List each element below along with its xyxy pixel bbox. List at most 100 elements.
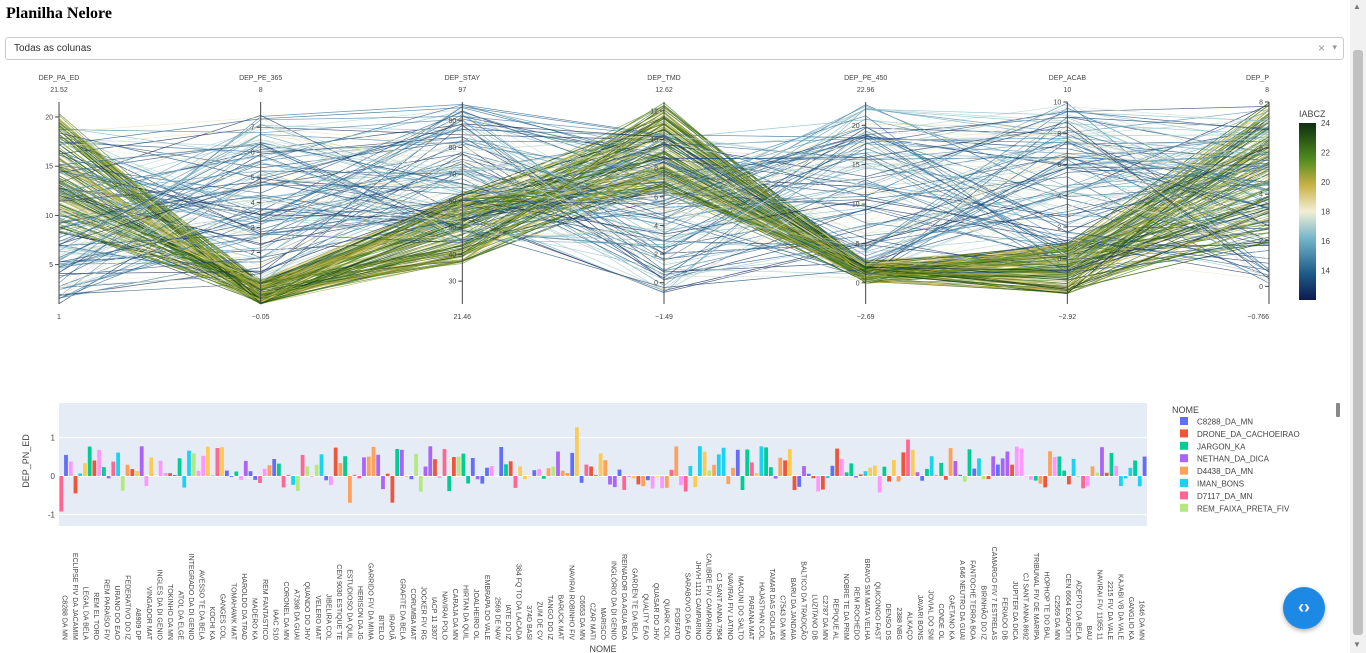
bar[interactable] bbox=[319, 454, 324, 477]
bar[interactable] bbox=[83, 463, 87, 477]
bar[interactable] bbox=[1000, 458, 1005, 476]
bar[interactable] bbox=[305, 466, 310, 477]
bar[interactable] bbox=[646, 476, 650, 481]
bar[interactable] bbox=[452, 457, 456, 477]
bar[interactable] bbox=[556, 451, 560, 477]
bar[interactable] bbox=[163, 473, 168, 477]
bar[interactable] bbox=[68, 461, 73, 477]
bar[interactable] bbox=[1137, 476, 1142, 487]
bar[interactable] bbox=[906, 439, 910, 477]
bar[interactable] bbox=[811, 476, 816, 479]
bar[interactable] bbox=[385, 473, 390, 477]
bar[interactable] bbox=[172, 475, 177, 476]
bar[interactable] bbox=[773, 476, 778, 479]
bar[interactable] bbox=[716, 454, 721, 476]
bar[interactable] bbox=[120, 476, 125, 491]
bar[interactable] bbox=[314, 464, 319, 477]
bar[interactable] bbox=[395, 449, 400, 476]
bar[interactable] bbox=[617, 469, 622, 476]
bar[interactable] bbox=[191, 453, 196, 476]
bar[interactable] bbox=[1010, 464, 1014, 476]
bar[interactable] bbox=[759, 446, 764, 476]
bar[interactable] bbox=[929, 456, 934, 476]
bar[interactable] bbox=[329, 476, 333, 486]
bar[interactable] bbox=[546, 468, 551, 477]
bar[interactable] bbox=[698, 446, 702, 476]
bar[interactable] bbox=[892, 460, 896, 476]
page-scrollbar-thumb[interactable] bbox=[1353, 50, 1363, 635]
bar[interactable] bbox=[721, 447, 726, 476]
bar[interactable] bbox=[518, 466, 523, 476]
bar[interactable] bbox=[560, 470, 565, 476]
bar[interactable] bbox=[882, 466, 887, 476]
bar[interactable] bbox=[116, 452, 120, 476]
bar[interactable] bbox=[220, 447, 224, 476]
bar[interactable] bbox=[593, 475, 598, 476]
legend-item-label[interactable]: D4438_DA_MN bbox=[1197, 467, 1253, 476]
bar[interactable] bbox=[295, 476, 300, 491]
bar[interactable] bbox=[324, 476, 329, 481]
bar[interactable] bbox=[59, 476, 64, 512]
bar[interactable] bbox=[1048, 451, 1052, 477]
bar[interactable] bbox=[579, 476, 584, 483]
bar[interactable] bbox=[1038, 476, 1043, 484]
bar[interactable] bbox=[977, 458, 981, 477]
bar[interactable] bbox=[277, 463, 281, 477]
legend-item-label[interactable]: C8288_DA_MN bbox=[1197, 418, 1253, 427]
bar[interactable] bbox=[986, 476, 991, 480]
code-brackets-icon[interactable]: ‹› bbox=[1283, 587, 1325, 629]
bar[interactable] bbox=[877, 476, 882, 493]
legend-swatch[interactable] bbox=[1180, 417, 1188, 425]
bar[interactable] bbox=[754, 473, 759, 477]
bar[interactable] bbox=[310, 476, 314, 477]
bar[interactable] bbox=[958, 474, 962, 476]
legend-swatch[interactable] bbox=[1180, 479, 1188, 487]
bar[interactable] bbox=[868, 467, 873, 476]
bar[interactable] bbox=[262, 468, 267, 477]
bar[interactable] bbox=[750, 462, 754, 476]
legend-swatch[interactable] bbox=[1180, 503, 1188, 512]
bar[interactable] bbox=[896, 476, 901, 482]
bar[interactable] bbox=[475, 476, 480, 480]
bar[interactable] bbox=[1142, 456, 1147, 476]
bar[interactable] bbox=[428, 446, 433, 476]
bar[interactable] bbox=[806, 473, 811, 476]
scroll-up-arrow-icon[interactable]: ▲ bbox=[1353, 2, 1361, 11]
bar[interactable] bbox=[1005, 451, 1010, 477]
bar[interactable] bbox=[229, 476, 234, 477]
bar[interactable] bbox=[1057, 456, 1062, 477]
bar[interactable] bbox=[787, 449, 792, 477]
bar[interactable] bbox=[177, 458, 182, 476]
bar[interactable] bbox=[64, 454, 68, 476]
bar[interactable] bbox=[376, 454, 381, 476]
bar[interactable] bbox=[854, 476, 858, 478]
bar[interactable] bbox=[650, 476, 655, 489]
bar[interactable] bbox=[631, 476, 636, 479]
bar[interactable] bbox=[130, 469, 135, 477]
bar[interactable] bbox=[272, 459, 277, 476]
bar[interactable] bbox=[1019, 448, 1024, 477]
bar[interactable] bbox=[1081, 476, 1085, 489]
legend-swatch[interactable] bbox=[1180, 454, 1188, 463]
bar[interactable] bbox=[839, 459, 844, 476]
bar[interactable] bbox=[915, 472, 920, 477]
bar[interactable] bbox=[239, 476, 243, 480]
bar[interactable] bbox=[1062, 470, 1067, 476]
legend-swatch[interactable] bbox=[1180, 466, 1188, 475]
legend-item-label[interactable]: IMAN_BONS bbox=[1197, 480, 1244, 489]
bar[interactable] bbox=[456, 456, 461, 477]
bar[interactable] bbox=[778, 457, 783, 476]
bar[interactable] bbox=[102, 467, 106, 476]
bar[interactable] bbox=[745, 449, 750, 477]
bar[interactable] bbox=[731, 467, 735, 476]
bar[interactable] bbox=[688, 466, 693, 476]
bar[interactable] bbox=[1085, 476, 1090, 487]
bar[interactable] bbox=[87, 446, 92, 476]
column-select-dropdown[interactable]: Todas as colunas × ▾ bbox=[5, 37, 1344, 60]
bar[interactable] bbox=[702, 451, 707, 476]
bar[interactable] bbox=[603, 460, 608, 476]
bar[interactable] bbox=[608, 476, 612, 485]
bar[interactable] bbox=[243, 460, 248, 476]
bar[interactable] bbox=[267, 465, 272, 476]
bar[interactable] bbox=[844, 472, 849, 476]
